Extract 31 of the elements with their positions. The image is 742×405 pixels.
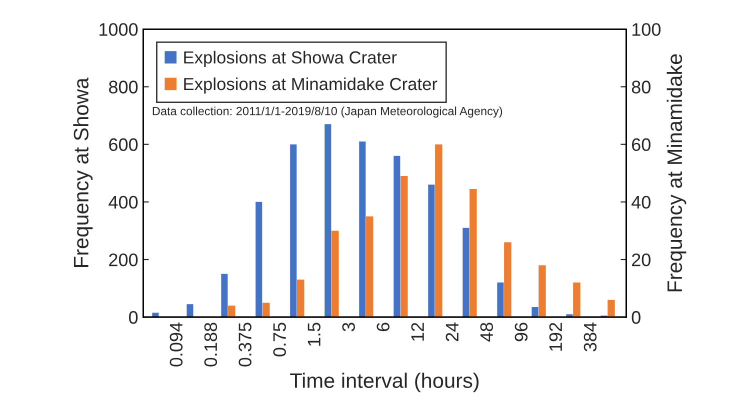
x-tick-label: 48 [480, 322, 494, 342]
y-tick-label: 200 [109, 253, 138, 266]
legend-label: Explosions at Minamidake Crater [184, 77, 438, 94]
x-tick-label: 0.188 [204, 322, 218, 366]
y-tick-label: 0 [129, 311, 138, 324]
x-tick-label: 96 [514, 322, 528, 342]
x-tick-label: 12 [411, 322, 424, 341]
y2-tick-label: 100 [632, 23, 661, 36]
y2-tick-label: 80 [632, 80, 650, 94]
x-tick-label: 1.5 [308, 322, 320, 346]
x-tick-label: 6 [376, 322, 390, 332]
y-tick-label: 400 [108, 196, 138, 209]
y2-tick-label: 40 [632, 196, 650, 209]
x-tick-label: 0.75 [273, 322, 286, 356]
y-tick-label: 600 [109, 138, 138, 152]
x-axis-title: Time interval (hours) [290, 372, 479, 392]
annotation: Data collection: 2011/1/1-2019/8/10 (Japan Meteorological Agency) [152, 106, 502, 118]
x-tick-label: 192 [549, 322, 562, 351]
y-axis-title: Frequency at Showa [73, 78, 93, 267]
legend-label: Explosions at Showa Crater [184, 50, 397, 68]
y2-tick-label: 0 [632, 311, 640, 324]
x-tick-label: 384 [584, 322, 597, 352]
y2-tick-label: 20 [632, 253, 650, 266]
y-tick-label: 800 [109, 80, 138, 94]
x-tick-label: 0.375 [238, 322, 252, 366]
y2-axis-title: Frequency at Minamidake [666, 54, 686, 292]
x-tick-label: 24 [446, 322, 458, 342]
y-tick-label: 1000 [100, 23, 138, 36]
y2-tick-label: 60 [632, 138, 650, 152]
x-tick-label: 3 [342, 322, 355, 332]
x-tick-label: 0.094 [170, 322, 183, 366]
